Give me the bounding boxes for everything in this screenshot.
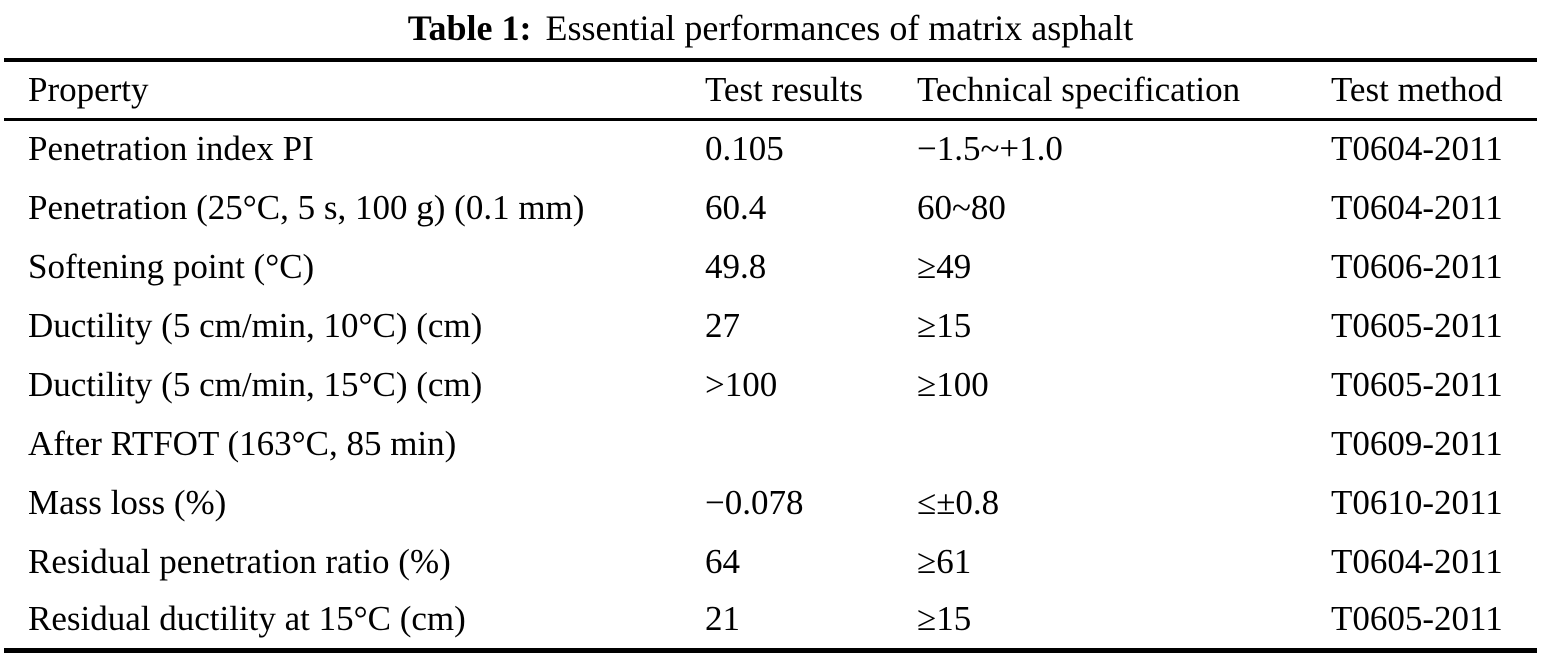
table-caption-text: Essential performances of matrix asphalt <box>545 8 1134 48</box>
cell-technical-specification: ≤±0.8 <box>917 482 1000 522</box>
column-header-technical-specification: Technical specification <box>917 69 1241 109</box>
cell-test-method: T0605-2011 <box>1331 599 1503 639</box>
cell-test-result: 49.8 <box>705 246 767 286</box>
cell-property: Penetration (25°C, 5 s, 100 g) (0.1 mm) <box>28 187 585 227</box>
table-header-row: Property Test results Technical specific… <box>4 60 1537 119</box>
cell-test-result: 60.4 <box>705 187 767 227</box>
cell-test-result <box>705 414 917 473</box>
cell-property: Ductility (5 cm/min, 10°C) (cm) <box>28 305 483 345</box>
table-row: Penetration index PI 0.105 −1.5~+1.0 T06… <box>4 119 1537 178</box>
paper-page: Table 1: Essential performances of matrix… <box>0 5 1541 671</box>
cell-property: Softening point (°C) <box>28 246 315 286</box>
cell-test-result: 21 <box>705 599 740 639</box>
cell-test-result: 64 <box>705 541 740 581</box>
table-row: Mass loss (%) −0.078 ≤±0.8 T0610-2011 <box>4 473 1537 532</box>
cell-test-method: T0604-2011 <box>1331 187 1503 227</box>
cell-test-method: T0604-2011 <box>1331 129 1503 169</box>
cell-test-result: −0.078 <box>705 482 804 522</box>
cell-test-method: T0606-2011 <box>1331 246 1503 286</box>
table-row: Penetration (25°C, 5 s, 100 g) (0.1 mm) … <box>4 178 1537 237</box>
cell-test-method: T0605-2011 <box>1331 364 1503 404</box>
cell-test-method: T0605-2011 <box>1331 305 1503 345</box>
cell-technical-specification: −1.5~+1.0 <box>917 129 1063 169</box>
cell-technical-specification <box>917 414 1331 473</box>
table-row: Residual penetration ratio (%) 64 ≥61 T0… <box>4 532 1537 591</box>
cell-technical-specification: 60~80 <box>917 187 1006 227</box>
table-row: Ductility (5 cm/min, 10°C) (cm) 27 ≥15 T… <box>4 296 1537 355</box>
cell-property: Mass loss (%) <box>28 482 227 522</box>
table-row: After RTFOT (163°C, 85 min) T0609-2011 <box>4 414 1537 473</box>
cell-test-method: T0609-2011 <box>1331 423 1503 463</box>
cell-technical-specification: ≥49 <box>917 246 972 286</box>
column-header-property: Property <box>28 69 149 109</box>
cell-test-result: 27 <box>705 305 740 345</box>
table-caption: Table 1: Essential performances of matrix… <box>0 5 1541 52</box>
column-header-test-results: Test results <box>705 69 863 109</box>
cell-property: Residual penetration ratio (%) <box>28 541 451 581</box>
asphalt-performance-table: Property Test results Technical specific… <box>4 58 1537 653</box>
cell-test-method: T0610-2011 <box>1331 482 1503 522</box>
cell-technical-specification: ≥61 <box>917 541 972 581</box>
cell-test-method: T0604-2011 <box>1331 541 1503 581</box>
cell-technical-specification: ≥15 <box>917 599 972 639</box>
table-caption-label: Table 1: <box>407 8 532 48</box>
table-row: Softening point (°C) 49.8 ≥49 T0606-2011 <box>4 237 1537 296</box>
table-row: Residual ductility at 15°C (cm) 21 ≥15 T… <box>4 591 1537 650</box>
cell-technical-specification: ≥15 <box>917 305 972 345</box>
column-header-test-method: Test method <box>1331 69 1503 109</box>
cell-test-result: 0.105 <box>705 129 784 169</box>
cell-property: Ductility (5 cm/min, 15°C) (cm) <box>28 364 483 404</box>
cell-property: Penetration index PI <box>28 129 314 169</box>
table-row: Ductility (5 cm/min, 15°C) (cm) >100 ≥10… <box>4 355 1537 414</box>
cell-property: Residual ductility at 15°C (cm) <box>28 599 466 639</box>
cell-property: After RTFOT (163°C, 85 min) <box>28 423 457 463</box>
cell-technical-specification: ≥100 <box>917 364 989 404</box>
cell-test-result: >100 <box>705 364 778 404</box>
